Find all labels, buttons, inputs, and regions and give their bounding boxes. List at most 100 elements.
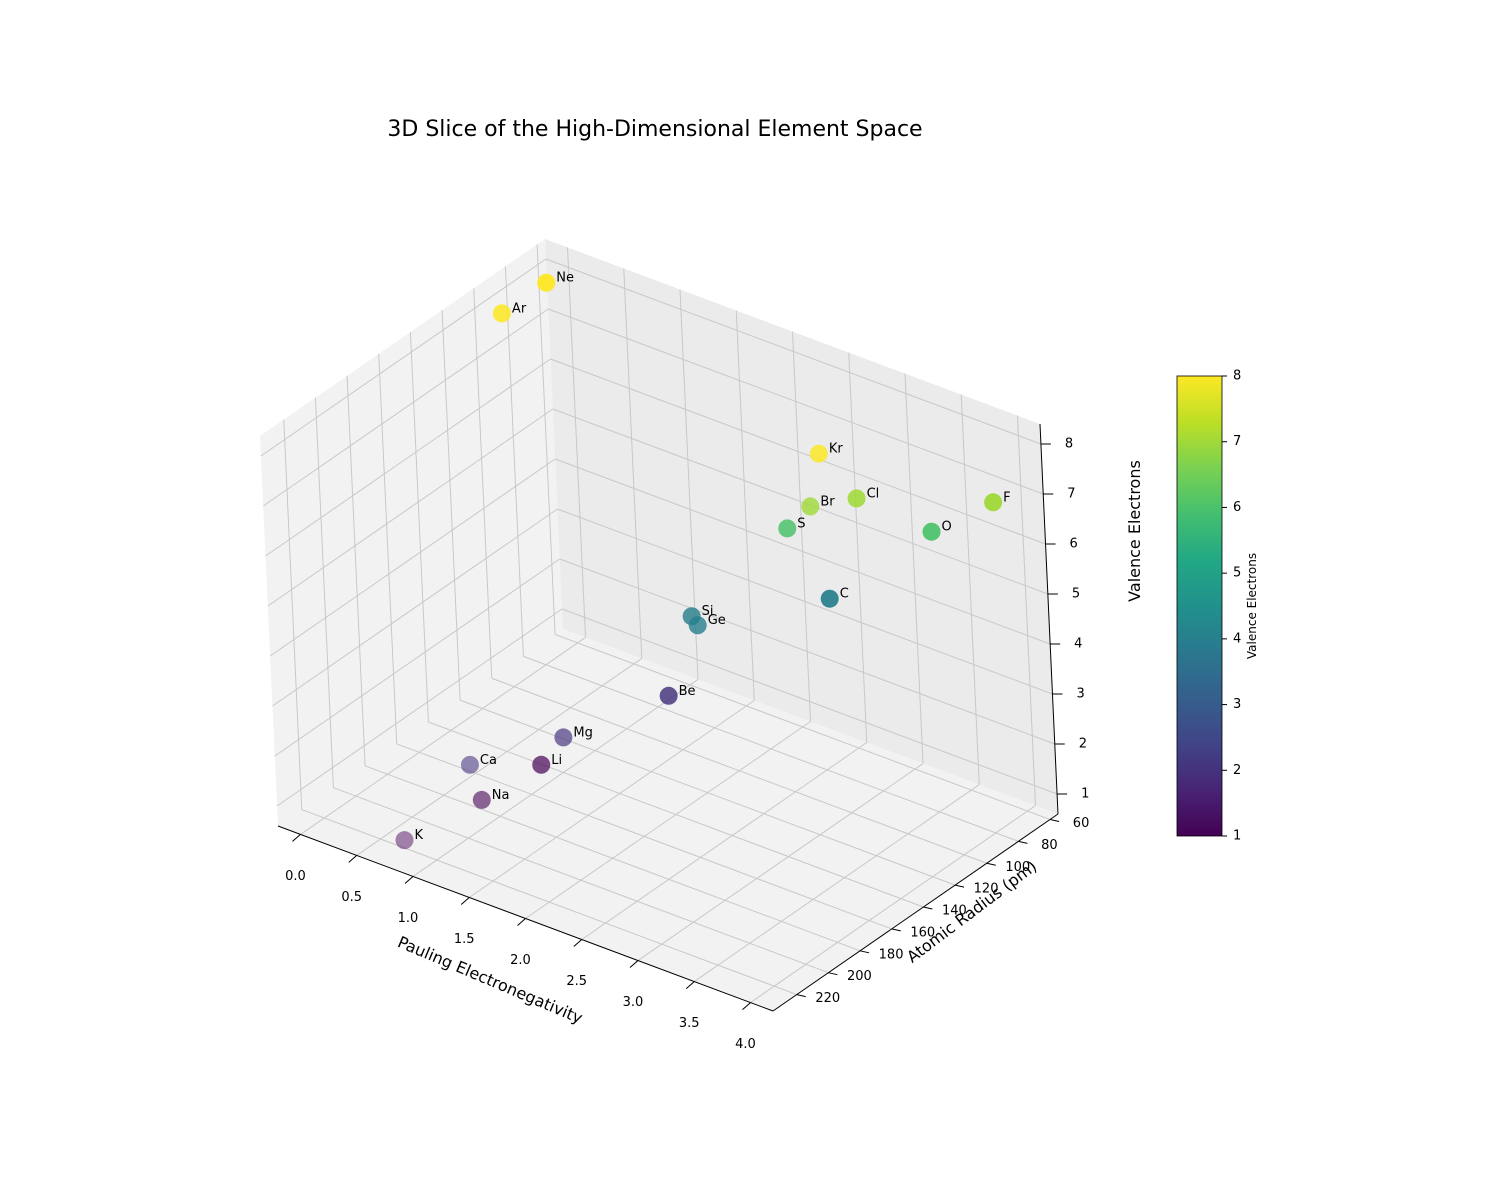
grid-lines bbox=[260, 244, 1058, 1004]
grid-line bbox=[356, 658, 643, 856]
grid-line bbox=[491, 677, 987, 864]
x-tick-mark bbox=[292, 834, 301, 842]
z-tick-label: 8 bbox=[1065, 437, 1073, 452]
grid-line bbox=[276, 608, 563, 807]
point-label: C bbox=[840, 587, 849, 602]
colorbar-tick-label: 5 bbox=[1233, 566, 1241, 581]
y-tick-mark bbox=[954, 884, 965, 888]
z-tick-label: 2 bbox=[1079, 737, 1087, 752]
point-label: Li bbox=[551, 753, 562, 768]
point-label: Ar bbox=[512, 301, 527, 316]
colorbar-gradient bbox=[1176, 375, 1223, 837]
grid-line bbox=[792, 331, 811, 722]
x-tick-mark bbox=[685, 981, 695, 989]
y-tick-mark bbox=[796, 994, 806, 998]
colorbar-tick-label: 3 bbox=[1233, 697, 1241, 712]
x-axis-label: Pauling Electronegativity bbox=[395, 932, 586, 1027]
grid-line bbox=[750, 805, 1036, 1004]
z-tick-label: 7 bbox=[1067, 487, 1075, 502]
grid-line bbox=[409, 332, 429, 723]
grid-line bbox=[559, 558, 1055, 745]
grid-line bbox=[301, 809, 797, 996]
grid-line bbox=[314, 397, 334, 788]
grid-line bbox=[536, 244, 556, 635]
grid-line bbox=[557, 508, 1053, 695]
x-tick-mark bbox=[404, 876, 414, 884]
x-tick-mark bbox=[460, 897, 470, 905]
x-tick-mark bbox=[629, 960, 639, 968]
data-points bbox=[395, 273, 1003, 850]
grid-line bbox=[581, 742, 868, 940]
data-point bbox=[460, 755, 479, 774]
colorbar: 1 2 3 4 5 6 7 8 bbox=[1176, 369, 1241, 844]
grid-line bbox=[378, 353, 398, 744]
data-point bbox=[984, 493, 1003, 512]
grid-line bbox=[504, 266, 524, 657]
z-axis-line bbox=[1039, 423, 1059, 815]
x-tick-mark bbox=[517, 918, 526, 926]
grid-line bbox=[283, 419, 303, 810]
x-tick-label: 1.0 bbox=[398, 911, 419, 926]
grid-line bbox=[346, 375, 366, 766]
data-point bbox=[554, 728, 573, 747]
data-point bbox=[492, 304, 511, 323]
colorbar-tick-label: 7 bbox=[1233, 434, 1241, 449]
data-point bbox=[820, 589, 839, 608]
grid-line bbox=[428, 721, 924, 908]
grid-line bbox=[473, 288, 493, 679]
grid-line bbox=[525, 721, 811, 919]
x-tick-mark bbox=[742, 1002, 751, 1010]
z-tick-label: 1 bbox=[1081, 787, 1089, 802]
chart-title: 3D Slice of the High-Dimensional Element… bbox=[387, 117, 922, 142]
colorbar-label: Valence Electrons bbox=[1245, 553, 1259, 659]
grid-line bbox=[274, 558, 561, 757]
grid-line bbox=[554, 458, 1051, 645]
point-label: Br bbox=[820, 494, 835, 509]
data-point bbox=[472, 790, 491, 809]
grid-line bbox=[272, 508, 558, 707]
x-tick-label: 4.0 bbox=[735, 1037, 756, 1052]
grid-line bbox=[693, 784, 980, 982]
z-tick-label: 4 bbox=[1074, 637, 1082, 652]
grid-line bbox=[550, 358, 1046, 545]
x-tick-label: 3.5 bbox=[679, 1016, 700, 1031]
z-tick-label: 6 bbox=[1070, 537, 1078, 552]
grid-line bbox=[561, 608, 1058, 795]
grid-line bbox=[265, 358, 551, 557]
grid-line bbox=[848, 352, 868, 743]
grid-line bbox=[567, 247, 586, 638]
colorbar-tick-label: 4 bbox=[1233, 631, 1241, 646]
x-tick-label: 0.5 bbox=[341, 890, 362, 905]
data-point bbox=[682, 607, 701, 626]
data-point bbox=[537, 273, 556, 292]
grid-line bbox=[904, 373, 924, 764]
y-tick-label: 180 bbox=[879, 947, 904, 962]
point-label: Na bbox=[492, 788, 510, 803]
axis-panes bbox=[260, 239, 1058, 1011]
y-tick-label: 100 bbox=[1005, 860, 1030, 875]
y-tick-mark bbox=[828, 972, 838, 976]
point-label: O bbox=[942, 520, 952, 535]
colorbar-tick-label: 2 bbox=[1233, 763, 1241, 778]
z-axis-label: Valence Electrons bbox=[1125, 460, 1144, 602]
x-tick-label: 3.0 bbox=[623, 995, 644, 1010]
y-tick-label: 220 bbox=[815, 991, 840, 1006]
point-label: F bbox=[1003, 490, 1010, 505]
point-label: S bbox=[797, 516, 805, 531]
x-tick-label: 2.0 bbox=[510, 953, 531, 968]
grid-line bbox=[364, 765, 861, 952]
point-label: Be bbox=[679, 684, 696, 699]
grid-line bbox=[960, 394, 980, 785]
z-tick-label: 5 bbox=[1072, 587, 1080, 602]
colorbar-tick-label: 6 bbox=[1233, 500, 1241, 515]
x-tick-mark bbox=[348, 855, 358, 863]
y-tick-mark bbox=[891, 928, 901, 932]
grid-line bbox=[468, 700, 755, 898]
axis-lines bbox=[277, 423, 1068, 1012]
y-tick-mark bbox=[1049, 818, 1060, 822]
grid-line bbox=[396, 743, 892, 930]
data-point bbox=[801, 497, 820, 516]
point-label: Ca bbox=[480, 753, 497, 768]
